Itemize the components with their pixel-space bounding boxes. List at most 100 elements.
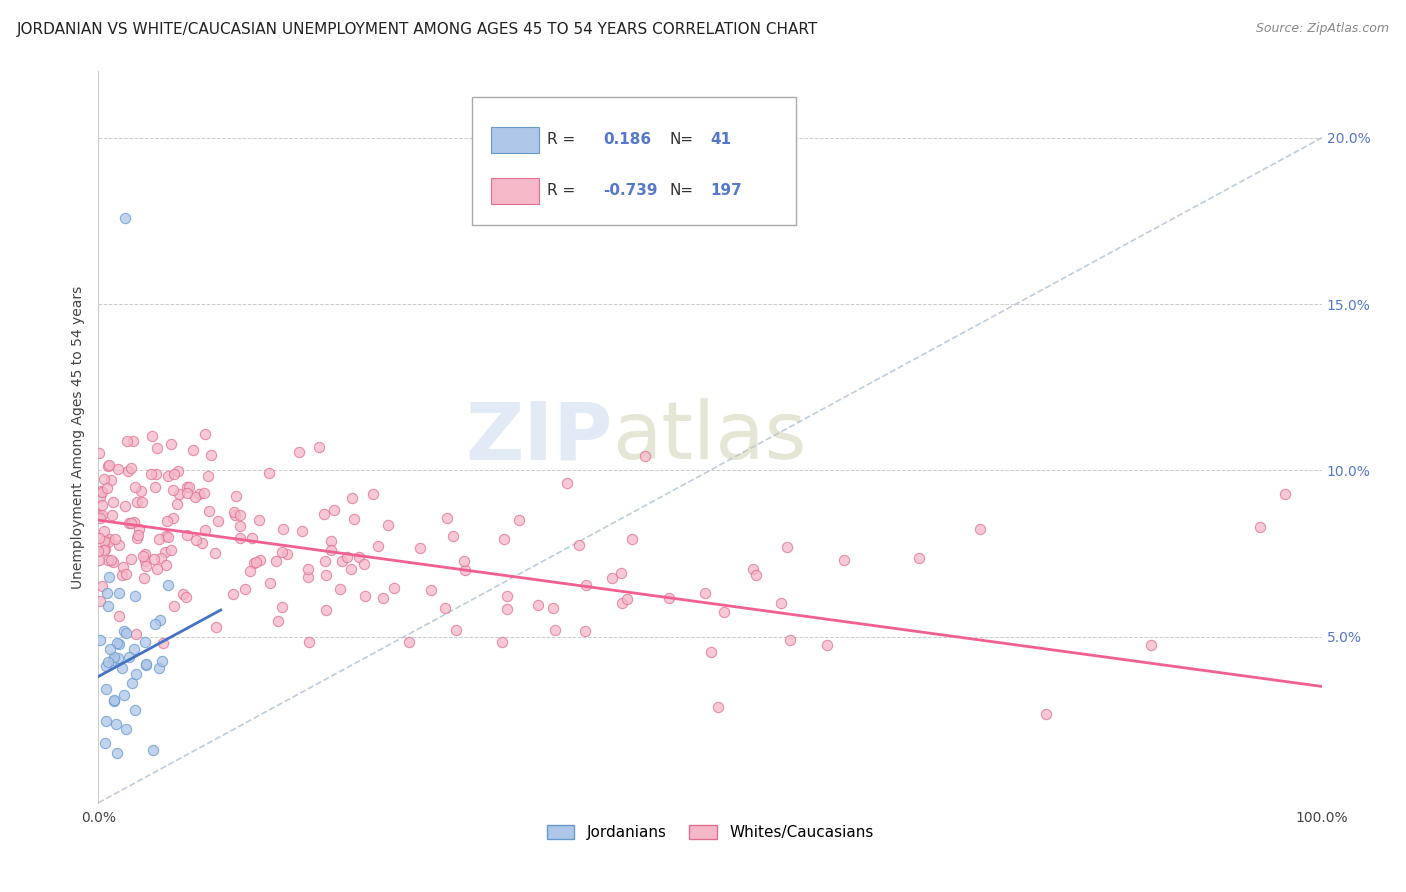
- Point: [90, 508, 112, 522]
- Point: [204, 546, 226, 560]
- Point: [330, 553, 353, 567]
- Text: -0.739: -0.739: [603, 183, 658, 198]
- Point: [706, 699, 728, 714]
- Point: [156, 468, 179, 483]
- Point: [184, 533, 207, 547]
- Point: [155, 529, 177, 543]
- Point: [969, 522, 991, 536]
- Point: [107, 651, 129, 665]
- Point: [245, 555, 267, 569]
- Point: [127, 527, 149, 541]
- Point: [162, 483, 184, 498]
- Point: [574, 624, 596, 638]
- Point: [166, 498, 188, 512]
- Point: [543, 600, 565, 615]
- Point: [495, 589, 517, 603]
- Point: [97, 535, 120, 549]
- Point: [146, 562, 169, 576]
- Point: [779, 633, 801, 648]
- Point: [347, 549, 370, 564]
- Point: [121, 676, 143, 690]
- Legend: Jordanians, Whites/Caucasians: Jordanians, Whites/Caucasians: [540, 819, 880, 847]
- Point: [239, 564, 262, 578]
- Point: [94, 714, 117, 729]
- Point: [89, 553, 111, 567]
- Point: [297, 570, 319, 584]
- Text: R =: R =: [547, 183, 575, 198]
- Point: [194, 427, 217, 442]
- Point: [163, 467, 186, 481]
- Point: [156, 530, 179, 544]
- Point: [298, 634, 321, 648]
- Point: [104, 717, 127, 731]
- Point: [101, 653, 124, 667]
- Point: [329, 582, 352, 597]
- Point: [120, 460, 142, 475]
- Point: [93, 533, 115, 548]
- Text: R =: R =: [547, 132, 575, 147]
- Point: [118, 516, 141, 531]
- Point: [288, 444, 311, 458]
- Point: [271, 599, 294, 614]
- Point: [229, 508, 252, 523]
- Point: [1274, 486, 1296, 500]
- Point: [112, 688, 135, 702]
- Point: [314, 554, 336, 568]
- Y-axis label: Unemployment Among Ages 45 to 54 years: Unemployment Among Ages 45 to 54 years: [72, 285, 86, 589]
- Point: [243, 556, 266, 570]
- Point: [526, 598, 548, 612]
- Point: [382, 581, 405, 595]
- Point: [323, 502, 346, 516]
- Point: [259, 576, 281, 591]
- Point: [125, 667, 148, 681]
- Point: [87, 544, 110, 558]
- Point: [152, 635, 174, 649]
- Point: [200, 448, 222, 462]
- Point: [90, 484, 112, 499]
- Point: [610, 596, 633, 610]
- Point: [409, 541, 432, 556]
- Point: [96, 586, 118, 600]
- Point: [315, 568, 337, 582]
- Text: N=: N=: [669, 132, 693, 147]
- Point: [266, 553, 288, 567]
- FancyBboxPatch shape: [491, 127, 538, 153]
- Point: [1035, 706, 1057, 721]
- Point: [321, 543, 343, 558]
- Point: [111, 661, 134, 675]
- Point: [143, 480, 166, 494]
- Point: [122, 434, 145, 448]
- Point: [134, 572, 156, 586]
- Point: [176, 528, 198, 542]
- Point: [713, 605, 735, 619]
- Point: [134, 547, 156, 561]
- Point: [131, 495, 153, 509]
- Point: [815, 639, 838, 653]
- Text: Source: ZipAtlas.com: Source: ZipAtlas.com: [1256, 22, 1389, 36]
- Text: 197: 197: [710, 183, 742, 198]
- Point: [87, 531, 110, 545]
- Point: [103, 650, 125, 665]
- Point: [343, 511, 366, 525]
- Point: [146, 441, 169, 455]
- Point: [127, 494, 149, 508]
- Point: [94, 658, 117, 673]
- Point: [105, 746, 128, 760]
- Point: [134, 635, 156, 649]
- Point: [89, 511, 111, 525]
- Point: [610, 566, 633, 580]
- Point: [167, 464, 190, 478]
- Point: [142, 742, 165, 756]
- Point: [103, 693, 125, 707]
- Point: [367, 539, 389, 553]
- Point: [453, 563, 475, 577]
- Point: [96, 481, 118, 495]
- Point: [120, 516, 142, 530]
- Point: [658, 591, 681, 605]
- Point: [124, 480, 146, 494]
- Point: [271, 545, 294, 559]
- Text: 41: 41: [710, 132, 731, 147]
- Point: [124, 703, 146, 717]
- Point: [127, 531, 149, 545]
- Point: [150, 654, 173, 668]
